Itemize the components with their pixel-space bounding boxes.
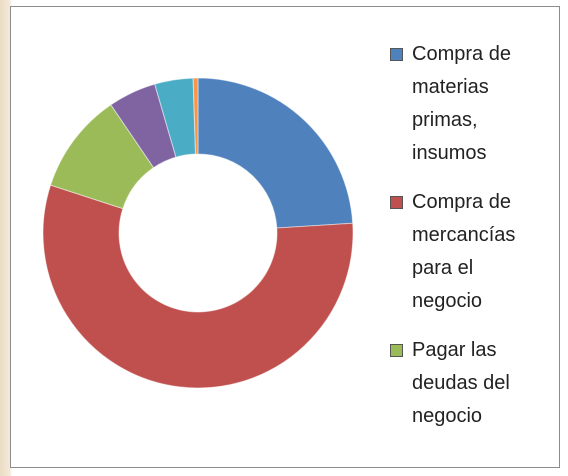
legend-item: Pagar las deudas del negocio — [388, 334, 532, 433]
legend-item: Compra de materias primas, insumos — [388, 38, 532, 170]
donut-slice — [42, 184, 354, 389]
legend-swatch — [390, 48, 403, 61]
legend-label: Compra de mercancías para el negocio — [412, 191, 516, 312]
legend-swatch — [390, 196, 403, 209]
legend-item: Compra de mercancías para el negocio — [388, 186, 532, 318]
legend-label: Compra de materias primas, insumos — [412, 43, 511, 164]
donut-slice — [192, 77, 199, 155]
legend: Compra de materias primas, insumos Compra… — [388, 38, 548, 449]
legend-swatch — [390, 344, 403, 357]
donut-slice — [197, 77, 354, 229]
legend-label: Pagar las deudas del negocio — [412, 339, 510, 427]
